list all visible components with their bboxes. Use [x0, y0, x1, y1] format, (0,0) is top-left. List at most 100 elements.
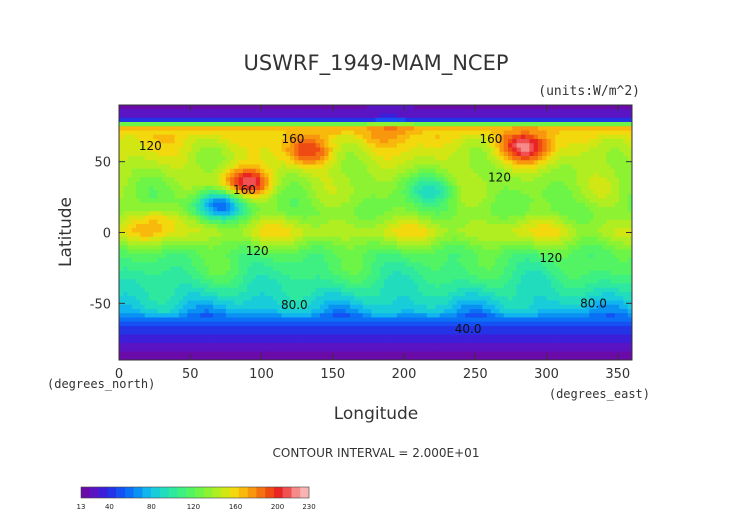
heat-cell: [555, 156, 560, 161]
heat-cell: [272, 249, 278, 255]
heat-cell: [486, 245, 492, 250]
heat-cell: [349, 211, 355, 216]
heat-cell: [516, 190, 522, 195]
heat-cell: [307, 202, 312, 208]
heat-cell: [247, 122, 252, 127]
heat-cell: [242, 130, 248, 136]
heat-cell: [405, 198, 411, 204]
heat-cell: [392, 130, 398, 136]
heat-cell: [131, 253, 137, 259]
heat-cell: [375, 160, 381, 165]
heat-cell: [563, 232, 569, 238]
heat-cell: [127, 190, 133, 195]
heat-cell: [290, 262, 295, 267]
heat-cell: [204, 266, 210, 272]
heat-cell: [131, 194, 137, 199]
heat-cell: [204, 198, 210, 204]
heat-cell: [516, 253, 522, 259]
heat-cell: [503, 207, 509, 212]
heat-cell: [461, 211, 466, 216]
heat-cell: [281, 126, 287, 131]
heat-cell: [148, 134, 154, 140]
heat-cell: [537, 275, 543, 280]
heat-cell: [529, 249, 535, 255]
heat-cell: [409, 215, 415, 221]
heat-cell: [123, 279, 128, 284]
heat-cell: [225, 147, 231, 153]
heat-cell: [589, 126, 594, 131]
heat-cell: [166, 185, 171, 191]
heat-cell: [371, 190, 376, 195]
heat-cell: [230, 198, 235, 204]
heat-cell: [230, 275, 235, 280]
heat-cell: [614, 236, 620, 242]
heat-cell: [405, 211, 411, 216]
heat-cell: [281, 202, 287, 208]
heat-cell: [255, 122, 261, 127]
heat-cell: [302, 122, 308, 127]
heat-cell: [435, 249, 441, 255]
heat-cell: [610, 198, 616, 204]
heat-cell: [238, 232, 244, 238]
heat-cell: [302, 134, 308, 140]
heat-cell: [157, 258, 163, 263]
heat-cell: [396, 249, 402, 255]
heat-cell: [255, 143, 261, 148]
heat-cell: [392, 143, 398, 148]
heat-cell: [606, 202, 612, 208]
heat-cell: [247, 236, 252, 242]
heat-cell: [315, 122, 321, 127]
heat-cell: [230, 105, 235, 110]
heat-cell: [272, 219, 278, 225]
heat-cell: [315, 219, 321, 225]
heat-cell: [247, 156, 252, 161]
heat-cell: [482, 258, 488, 263]
heat-cell: [119, 236, 124, 242]
heat-cell: [559, 253, 564, 259]
heat-cell: [251, 181, 257, 187]
heat-cell: [345, 181, 351, 187]
heat-cell: [542, 134, 547, 140]
heat-cell: [281, 224, 287, 229]
heat-cell: [559, 258, 564, 263]
heat-cell: [469, 151, 475, 157]
heat-cell: [619, 228, 624, 233]
heat-cell: [473, 122, 479, 127]
heat-cell: [315, 211, 321, 216]
heat-cell: [525, 151, 530, 157]
heat-cell: [358, 232, 364, 238]
heat-cell: [422, 126, 428, 131]
heat-cell: [221, 117, 227, 123]
heat-cell: [375, 266, 381, 272]
heat-cell: [512, 143, 517, 148]
heat-cell: [307, 139, 312, 144]
heat-cell: [191, 185, 197, 191]
heat-cell: [567, 194, 573, 199]
heat-cell: [478, 130, 483, 136]
heat-cell: [144, 232, 150, 238]
heat-cell: [178, 211, 184, 216]
heat-cell: [264, 173, 270, 178]
heat-cell: [272, 151, 278, 157]
heat-cell: [439, 236, 445, 242]
heat-cell: [268, 266, 274, 272]
heat-cell: [593, 109, 599, 114]
heat-cell: [238, 245, 244, 250]
heat-cell: [529, 266, 535, 272]
heat-cell: [606, 122, 612, 127]
heat-cell: [392, 198, 398, 204]
heat-cell: [452, 266, 458, 272]
heat-cell: [550, 198, 556, 204]
heat-cell: [127, 262, 133, 267]
heat-cell: [161, 194, 167, 199]
heat-cell: [183, 139, 188, 144]
heat-cell: [452, 198, 458, 204]
heat-cell: [191, 198, 197, 204]
heat-cell: [537, 207, 543, 212]
heat-cell: [550, 117, 556, 123]
heat-cell: [354, 219, 359, 225]
heat-cell: [131, 249, 137, 255]
heat-cell: [606, 198, 612, 204]
heat-cell: [195, 219, 201, 225]
heat-cell: [268, 194, 274, 199]
